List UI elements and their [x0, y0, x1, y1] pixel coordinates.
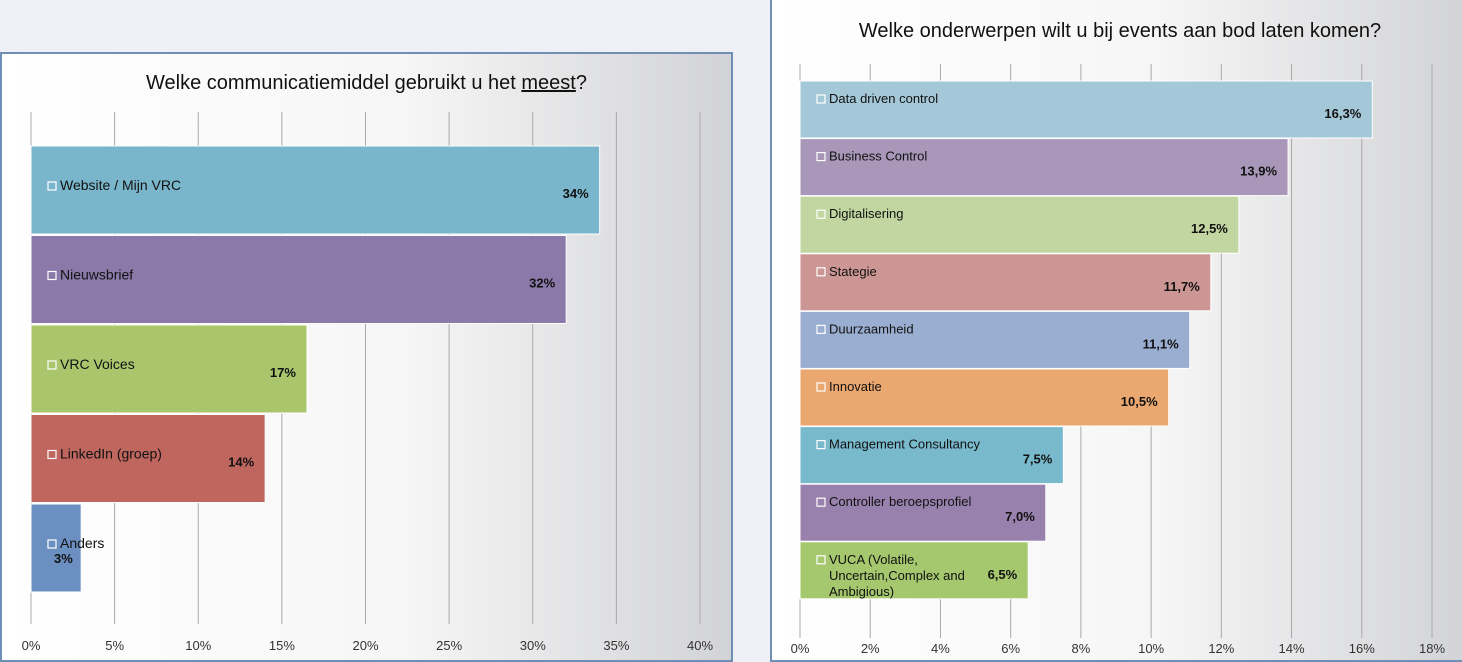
x-tick-label: 40%	[687, 638, 713, 653]
bar-chart-communication: 0% 5% 10% 15% 20% 25% 30% 35% 40% Website / Mijn …	[22, 112, 713, 653]
x-tick-label: 25%	[436, 638, 462, 653]
bar	[30, 145, 601, 235]
legend-square-icon	[47, 449, 57, 460]
legend-square-icon	[47, 270, 57, 281]
data-label: 10,5%	[1121, 394, 1158, 409]
x-tick-label: 20%	[352, 638, 378, 653]
category-label: VUCA (Volatile,	[829, 552, 918, 567]
x-tick-label: 4%	[931, 641, 950, 656]
chart-panel-topics: Welke onderwerpen wilt u bij events aan …	[770, 0, 1462, 662]
bar	[30, 235, 567, 324]
bar-chart-topics: 0% 2% 4% 6% 8% 10% 12% 14% 16% 18% Data driven con…	[791, 64, 1445, 656]
data-label: 14%	[228, 455, 254, 470]
category-label: Innovatie	[829, 379, 882, 394]
chart-panel-communication: Welke communicatiemiddel gebruikt u het …	[0, 52, 733, 662]
legend-square-icon	[816, 555, 826, 565]
data-label: 6,5%	[988, 567, 1018, 582]
legend-square-icon	[816, 94, 826, 104]
category-label: Nieuwsbrief	[60, 267, 133, 283]
data-label: 7,5%	[1023, 452, 1053, 467]
chart-title-topics: Welke onderwerpen wilt u bij events aan …	[858, 20, 1382, 42]
category-label: Management Consultancy	[829, 437, 981, 452]
data-label: 12,5%	[1191, 221, 1228, 236]
x-tick-label: 2%	[861, 641, 880, 656]
legend-square-icon	[816, 267, 826, 277]
bar	[799, 138, 1289, 197]
legend-square-icon	[816, 324, 826, 334]
bar	[799, 253, 1212, 312]
bar	[799, 426, 1064, 485]
data-label: 13,9%	[1240, 164, 1277, 179]
x-tick-label: 8%	[1071, 641, 1090, 656]
category-label: Uncertain,Complex and	[829, 568, 965, 583]
bar	[799, 195, 1240, 254]
legend-square-icon	[816, 497, 826, 507]
x-tick-label: 16%	[1349, 641, 1375, 656]
x-tick-label: 18%	[1419, 641, 1445, 656]
category-label: Duurzaamheid	[829, 321, 914, 336]
x-tick-label: 10%	[185, 638, 211, 653]
category-label: Stategie	[829, 264, 877, 279]
x-tick-label: 12%	[1208, 641, 1234, 656]
bar	[30, 324, 308, 414]
legend-square-icon	[816, 209, 826, 219]
data-label: 11,1%	[1143, 336, 1180, 351]
data-label: 34%	[563, 186, 589, 201]
category-label: Controller beroepsprofiel	[829, 494, 971, 509]
legend-square-icon	[816, 152, 826, 162]
category-label: Ambigious)	[829, 584, 894, 599]
data-label: 17%	[270, 365, 296, 380]
x-tick-label: 0%	[22, 638, 41, 653]
legend-square-icon	[47, 539, 57, 549]
legend-square-icon	[47, 360, 57, 370]
bar	[799, 541, 1029, 600]
x-tick-label: 14%	[1279, 641, 1305, 656]
bar	[799, 368, 1170, 427]
chart-title-communication: Welke communicatiemiddel gebruikt u het …	[146, 72, 587, 94]
x-tick-label: 30%	[520, 638, 546, 653]
category-label: Data driven control	[829, 91, 938, 106]
category-label: Website / Mijn VRC	[60, 177, 181, 193]
bar	[799, 483, 1047, 542]
x-tick-label: 0%	[791, 641, 810, 656]
x-tick-label: 35%	[603, 638, 629, 653]
category-label: VRC Voices	[60, 356, 135, 372]
data-label: 16,3%	[1324, 106, 1361, 121]
data-label: 7,0%	[1005, 509, 1035, 524]
data-label: 11,7%	[1164, 279, 1201, 294]
category-label: Digitalisering	[829, 206, 903, 221]
category-label: Business Control	[829, 149, 927, 164]
x-tick-label: 10%	[1138, 641, 1164, 656]
category-label: LinkedIn (groep)	[60, 446, 162, 462]
bar	[799, 310, 1191, 369]
legend-square-icon	[816, 382, 826, 392]
category-label: Anders	[60, 535, 104, 551]
legend-square-icon	[47, 181, 57, 191]
x-tick-label: 5%	[105, 638, 124, 653]
x-tick-label: 15%	[269, 638, 295, 653]
data-label: 3%	[54, 551, 73, 566]
legend-square-icon	[816, 440, 826, 450]
x-tick-label: 6%	[1001, 641, 1020, 656]
data-label: 32%	[529, 276, 555, 291]
bar	[799, 80, 1373, 139]
bar	[30, 414, 266, 503]
